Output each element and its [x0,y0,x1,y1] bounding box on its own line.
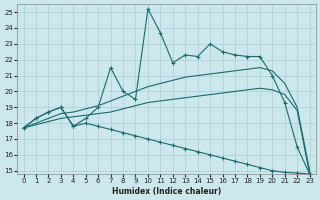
X-axis label: Humidex (Indice chaleur): Humidex (Indice chaleur) [112,187,221,196]
